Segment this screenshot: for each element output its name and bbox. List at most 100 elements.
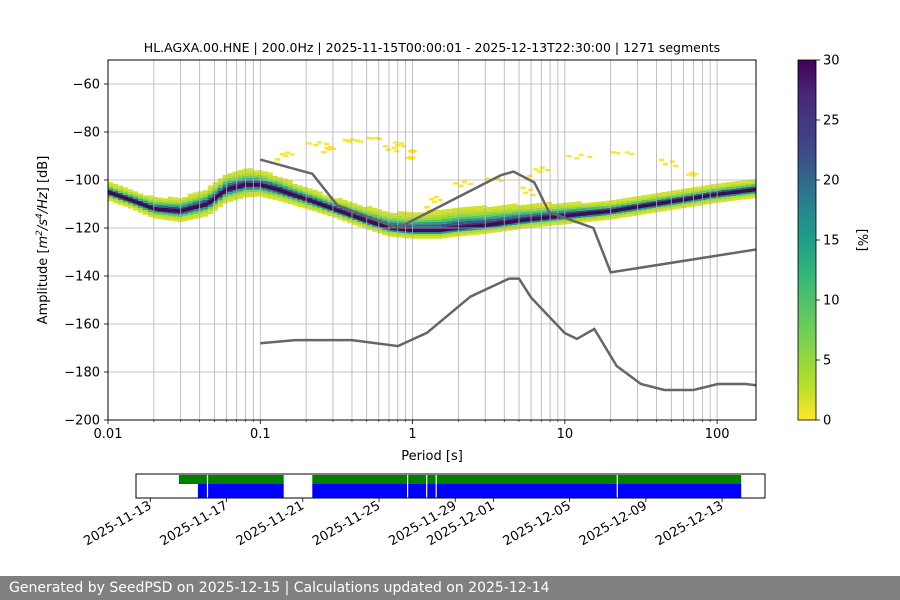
heatmap-cell xyxy=(332,205,338,209)
heatmap-cell xyxy=(237,189,243,192)
heatmap-cell xyxy=(402,213,408,217)
heatmap-cell xyxy=(217,202,223,205)
heatmap-cell xyxy=(456,212,463,215)
heatmap-cell xyxy=(546,221,552,224)
heatmap-cell xyxy=(282,200,288,203)
heatmap-cell xyxy=(312,192,318,195)
heatmap-cell xyxy=(746,196,752,199)
heatmap-cell xyxy=(322,202,328,206)
heatmap-outlier xyxy=(393,141,399,144)
heatmap-cell xyxy=(641,202,647,205)
heatmap-cell xyxy=(731,183,737,187)
heatmap-cell xyxy=(736,188,742,191)
heatmap-cell xyxy=(661,203,667,207)
heatmap-outlier xyxy=(410,156,416,159)
heatmap-cell xyxy=(277,184,283,187)
heatmap-cell xyxy=(407,212,413,215)
heatmap-cell xyxy=(631,208,637,212)
heatmap-cell xyxy=(656,199,662,203)
heatmap-cell xyxy=(511,208,518,211)
heatmap-cell xyxy=(137,195,144,199)
heatmap-cell xyxy=(716,188,722,191)
heatmap-cell xyxy=(731,186,737,189)
heatmap-cell xyxy=(486,214,493,217)
heatmap-cell xyxy=(132,196,139,199)
heatmap-cell xyxy=(706,189,712,193)
heatmap-cell xyxy=(207,192,213,196)
heatmap-cell xyxy=(287,201,293,205)
heatmap-cell xyxy=(741,185,747,188)
heatmap-cell xyxy=(432,224,438,227)
heatmap-cell xyxy=(481,210,488,213)
heatmap-outlier xyxy=(452,182,458,185)
heatmap-outlier xyxy=(321,151,327,154)
heatmap-cell xyxy=(436,214,443,218)
heatmap-cell xyxy=(471,222,478,226)
heatmap-cell xyxy=(197,215,203,218)
heatmap-cell xyxy=(591,216,597,219)
heatmap-cell xyxy=(207,211,213,215)
heatmap-cell xyxy=(397,232,403,236)
heatmap-cell xyxy=(521,211,527,215)
heatmap-cell xyxy=(407,231,413,234)
heatmap-cell xyxy=(736,183,742,186)
heatmap-cell xyxy=(272,175,278,179)
heatmap-cell xyxy=(571,204,577,207)
heatmap-cell xyxy=(227,182,233,186)
heatmap-outlier xyxy=(689,171,695,175)
heatmap-cell xyxy=(287,196,293,200)
heatmap-cell xyxy=(217,187,223,191)
heatmap-cell xyxy=(471,208,478,211)
heatmap-cell xyxy=(227,175,233,178)
heatmap-cell xyxy=(666,208,672,211)
heatmap-cell xyxy=(631,203,637,207)
heatmap-cell xyxy=(726,184,732,187)
heatmap-outlier xyxy=(400,144,406,148)
heatmap-cell xyxy=(227,194,233,198)
heatmap-cell xyxy=(556,217,562,221)
heatmap-cell xyxy=(362,216,368,219)
heatmap-cell xyxy=(511,210,518,214)
heatmap-cell xyxy=(352,222,358,225)
heatmap-cell xyxy=(157,214,164,217)
heatmap-cell xyxy=(641,211,647,215)
heatmap-cell xyxy=(337,212,343,215)
heatmap-cell xyxy=(751,181,756,184)
heatmap-cell xyxy=(337,207,343,211)
heatmap-cell xyxy=(521,226,527,229)
heatmap-cell xyxy=(302,191,308,195)
heatmap-cell xyxy=(746,191,752,195)
heatmap-cell xyxy=(636,210,642,213)
heatmap-cell xyxy=(471,232,478,235)
heatmap-cell xyxy=(611,214,617,217)
heatmap-cell xyxy=(631,201,637,204)
heatmap-outlier xyxy=(313,143,319,147)
heatmap-cell xyxy=(407,233,413,237)
heatmap-cell xyxy=(222,191,228,195)
heatmap-cell xyxy=(327,208,333,212)
heatmap-outlier xyxy=(615,152,621,155)
heatmap-cell xyxy=(297,192,303,195)
heatmap-cell xyxy=(412,224,418,227)
heatmap-cell xyxy=(531,205,537,209)
heatmap-cell xyxy=(576,201,582,204)
heatmap-cell xyxy=(626,214,632,217)
heatmap-cell xyxy=(237,186,243,190)
heatmap-cell xyxy=(117,202,124,205)
heatmap-cell xyxy=(202,211,208,215)
heatmap-cell xyxy=(636,207,642,211)
heatmap-outlier xyxy=(659,158,665,162)
heatmap-cell xyxy=(646,206,652,209)
heatmap-cell xyxy=(596,218,602,221)
heatmap-outlier xyxy=(629,152,635,156)
heatmap-outlier xyxy=(431,200,437,204)
heatmap-cell xyxy=(711,196,717,199)
heatmap-cell xyxy=(506,225,513,229)
x-tick-label: 10 xyxy=(557,427,574,442)
heatmap-cell xyxy=(272,178,278,181)
heatmap-cell xyxy=(521,204,527,208)
heatmap-cell xyxy=(716,195,722,198)
heatmap-cell xyxy=(327,201,333,205)
heatmap-cell xyxy=(432,210,438,213)
heatmap-outlier xyxy=(578,153,584,157)
